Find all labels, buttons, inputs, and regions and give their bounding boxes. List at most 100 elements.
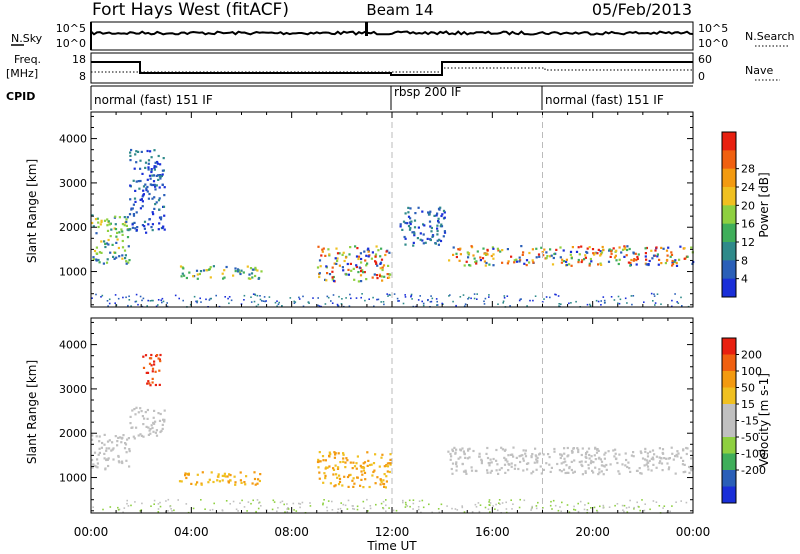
- velocity-cell: [180, 480, 183, 483]
- power-cell: [152, 299, 154, 302]
- velocity-cell: [122, 511, 124, 514]
- power-cell: [159, 163, 162, 166]
- power-cell: [608, 248, 611, 251]
- velocity-cell: [196, 481, 199, 484]
- velocity-cell: [408, 499, 411, 502]
- colorbar-swatch: [722, 354, 736, 372]
- power-cell: [208, 268, 211, 271]
- power-cell: [360, 257, 363, 261]
- velocity-cell: [131, 409, 134, 412]
- velocity-cell: [117, 455, 120, 458]
- velocity-cell: [566, 455, 569, 458]
- velocity-cell: [147, 380, 150, 383]
- velocity-cell: [500, 446, 503, 449]
- power-cell: [124, 257, 127, 260]
- velocity-cell: [503, 463, 507, 466]
- power-cell: [205, 298, 207, 301]
- velocity-cell: [539, 465, 542, 468]
- power-cell: [254, 274, 257, 278]
- power-cell: [468, 296, 470, 299]
- power-cell: [357, 255, 361, 258]
- velocity-cell: [509, 453, 512, 456]
- velocity-cell: [324, 477, 327, 480]
- power-cell: [374, 253, 378, 256]
- power-cell: [562, 260, 565, 263]
- velocity-cell: [641, 499, 643, 501]
- velocity-cell: [210, 471, 213, 474]
- power-cell: [97, 225, 100, 229]
- power-cell: [589, 304, 592, 307]
- power-cell: [321, 248, 324, 251]
- power-cell: [317, 304, 319, 307]
- power-cell: [256, 269, 259, 272]
- velocity-cell: [111, 441, 114, 444]
- velocity-cell: [105, 449, 108, 452]
- velocity-cell: [98, 435, 101, 438]
- power-cell: [253, 300, 256, 303]
- velocity-cell: [352, 485, 355, 488]
- velocity-cell: [153, 363, 156, 366]
- power-cell: [373, 305, 375, 308]
- velocity-cell: [359, 464, 362, 467]
- velocity-cell: [467, 448, 470, 451]
- velocity-cell: [455, 462, 458, 466]
- power-cell: [464, 305, 466, 307]
- power-cell: [603, 299, 606, 302]
- velocity-cell: [489, 471, 492, 474]
- power-cell: [103, 240, 106, 243]
- velocity-cell: [226, 475, 229, 478]
- colorbar-tick-label: -200: [741, 464, 766, 477]
- power-cell: [413, 234, 416, 237]
- power-cell: [660, 303, 662, 305]
- velocity-cell: [626, 511, 629, 513]
- power-cell: [404, 237, 407, 240]
- velocity-cell: [602, 473, 605, 476]
- power-cell: [379, 275, 382, 278]
- power-cell: [91, 297, 93, 299]
- velocity-cell: [644, 450, 647, 453]
- velocity-cell: [628, 506, 630, 509]
- power-cell: [91, 214, 94, 217]
- velocity-cell: [328, 465, 331, 468]
- velocity-cell: [352, 461, 355, 464]
- power-cell: [302, 295, 304, 298]
- power-cell: [232, 274, 235, 277]
- power-cell: [652, 254, 656, 257]
- power-cell: [531, 248, 534, 251]
- velocity-cell: [645, 463, 648, 466]
- power-cell: [404, 294, 406, 296]
- velocity-cell: [584, 470, 587, 473]
- power-cell: [324, 254, 327, 257]
- velocity-cell: [93, 464, 96, 467]
- velocity-cell: [144, 354, 148, 357]
- power-cell: [158, 208, 161, 211]
- velocity-cell: [337, 508, 339, 510]
- power-cell: [149, 177, 152, 180]
- velocity-cell: [462, 470, 466, 473]
- power-cell: [546, 255, 549, 258]
- power-cell: [575, 250, 579, 253]
- velocity-cell: [157, 357, 160, 360]
- velocity-cell: [112, 447, 115, 450]
- velocity-cell: [379, 483, 382, 486]
- power-cell: [501, 249, 504, 252]
- velocity-cell: [467, 449, 470, 452]
- velocity-cell: [114, 435, 117, 438]
- velocity-cell: [227, 480, 230, 483]
- velocity-cell: [684, 470, 687, 473]
- power-cell: [147, 159, 151, 162]
- power-cell: [156, 160, 159, 164]
- velocity-cell: [383, 473, 386, 476]
- velocity-cell: [370, 463, 373, 466]
- power-cell: [412, 241, 415, 244]
- power-cell: [404, 296, 407, 298]
- power-cell: [635, 263, 638, 266]
- velocity-cell: [623, 510, 625, 513]
- velocity-cell: [127, 437, 130, 440]
- power-cell: [100, 251, 103, 254]
- power-cell: [163, 228, 166, 231]
- power-cell: [467, 256, 470, 259]
- velocity-cell: [671, 452, 674, 455]
- velocity-cell: [534, 447, 537, 450]
- velocity-cell: [346, 475, 350, 479]
